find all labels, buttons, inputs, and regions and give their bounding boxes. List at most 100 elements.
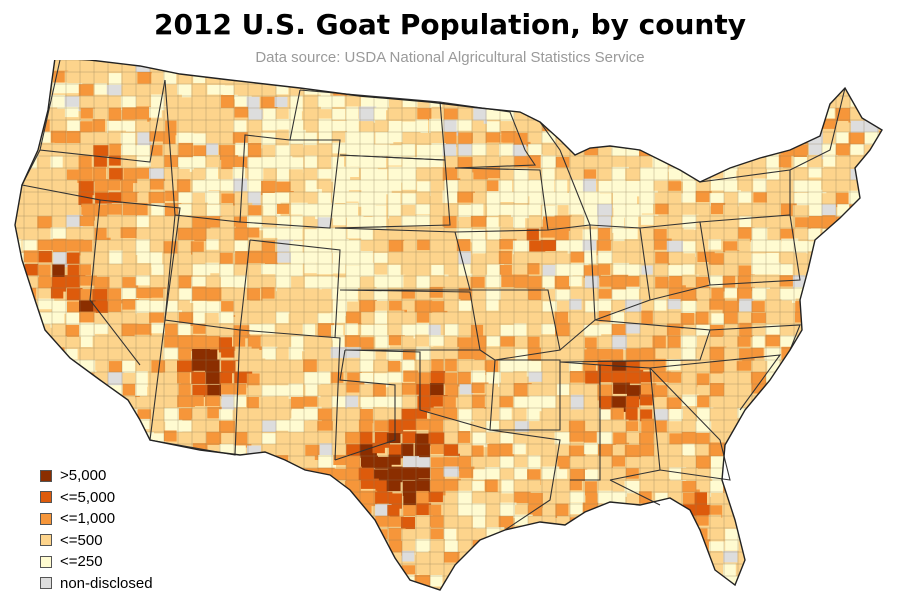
county-cell <box>598 444 616 457</box>
county-cell <box>79 275 97 286</box>
county-cell <box>319 443 333 459</box>
county-cell <box>415 588 434 590</box>
county-cell <box>641 265 659 276</box>
county-cell <box>108 73 123 86</box>
county-cell <box>120 96 137 111</box>
county-cell <box>79 322 95 339</box>
county-cell <box>723 551 738 563</box>
county-cell <box>274 360 291 374</box>
county-cell <box>849 370 863 384</box>
county-cell <box>793 72 806 84</box>
county-cell <box>529 431 546 447</box>
county-cell <box>736 120 754 137</box>
county-cell <box>471 408 485 421</box>
county-cell <box>277 552 293 565</box>
county-cell <box>669 433 683 448</box>
county-cell <box>681 154 695 171</box>
county-cell <box>725 408 739 419</box>
county-cell <box>288 538 303 551</box>
county-cell <box>737 383 753 399</box>
county-cell <box>345 514 360 527</box>
county-cell <box>346 166 359 177</box>
county-cell <box>262 346 278 362</box>
county-cell <box>163 84 182 97</box>
county-cell <box>430 575 443 587</box>
county-cell <box>388 85 406 98</box>
county-cell <box>347 551 362 562</box>
county-cell <box>836 468 853 481</box>
county-cell <box>821 60 838 70</box>
county-cell <box>752 120 771 133</box>
legend-item: >5,000 <box>40 465 153 487</box>
county-cell <box>25 95 38 109</box>
county-cell <box>514 514 533 526</box>
county-cell <box>626 286 641 301</box>
county-cell <box>737 493 754 505</box>
county-cell <box>456 119 473 131</box>
county-cell <box>752 456 770 472</box>
county-cell <box>668 251 684 264</box>
county-cell <box>151 203 168 219</box>
county-cell <box>598 564 613 581</box>
county-cell <box>206 154 220 167</box>
county-cell <box>738 227 755 242</box>
county-cell <box>232 528 246 541</box>
county-cell <box>277 216 291 227</box>
county-cell <box>38 60 55 71</box>
county-cell <box>779 468 796 481</box>
county-cell <box>806 288 821 302</box>
county-cell <box>724 586 742 590</box>
county-cell <box>80 419 94 432</box>
county-cell <box>598 167 614 184</box>
county-cell <box>695 347 711 359</box>
county-cell <box>122 202 137 217</box>
county-cell <box>402 382 417 399</box>
county-cell <box>78 155 92 171</box>
county-cell <box>204 313 219 325</box>
county-cell <box>430 180 447 195</box>
county-cell <box>458 442 470 454</box>
county-cell <box>206 491 221 507</box>
legend-swatch <box>40 512 52 525</box>
county-cell <box>625 406 638 421</box>
county-cell <box>163 552 176 564</box>
county-cell <box>809 180 823 194</box>
county-cell <box>179 504 195 517</box>
county-cell <box>304 262 317 274</box>
county-cell <box>164 262 182 275</box>
county-cell <box>750 275 767 287</box>
county-cell <box>681 229 694 245</box>
county-cell <box>151 562 166 579</box>
county-cell <box>234 216 252 230</box>
county-cell <box>305 383 321 399</box>
county-cell <box>122 60 139 72</box>
county-cell <box>416 311 432 323</box>
county-cell <box>458 348 474 362</box>
county-cell <box>15 144 27 157</box>
county-cell <box>373 564 390 579</box>
county-cell <box>79 397 95 411</box>
county-cell <box>878 264 882 275</box>
county-cell <box>93 301 110 315</box>
county-cell <box>207 479 224 492</box>
county-cell <box>780 60 798 73</box>
county-cell <box>779 73 792 87</box>
county-cell <box>542 504 558 516</box>
county-cell <box>471 370 486 385</box>
county-cell <box>500 539 517 553</box>
county-cell <box>513 551 532 566</box>
county-cell <box>512 144 527 158</box>
county-cell <box>247 385 266 397</box>
county-cell <box>15 505 24 522</box>
county-cell <box>808 349 824 363</box>
county-cell <box>529 215 542 231</box>
county-cell <box>625 514 643 530</box>
county-cell <box>459 324 472 335</box>
county-cell <box>751 516 764 530</box>
county-cell <box>443 346 460 362</box>
county-cell <box>557 301 574 312</box>
county-cell <box>555 503 569 518</box>
county-cell <box>864 490 882 506</box>
county-cell <box>192 156 206 169</box>
county-cell <box>865 564 879 579</box>
